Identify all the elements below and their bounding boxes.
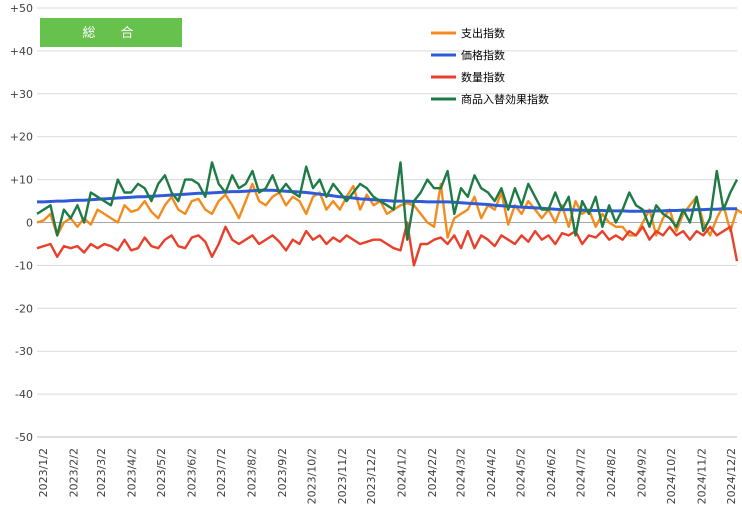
x-tick-label: 2023/8/2 xyxy=(245,448,258,497)
gridlines xyxy=(37,7,737,438)
x-tick-label: 2023/3/2 xyxy=(95,448,108,497)
title-box-background xyxy=(40,18,182,47)
x-tick-label: 2023/11/2 xyxy=(336,448,349,504)
x-tick-label: 2024/12/2 xyxy=(725,448,738,504)
y-tick-label: 0 xyxy=(26,217,33,230)
y-tick-label: -20 xyxy=(15,302,33,315)
x-tick-label: 2023/1/2 xyxy=(37,448,50,497)
legend-label: 商品入替効果指数 xyxy=(461,92,549,106)
series-line xyxy=(36,221,739,267)
series-line xyxy=(36,161,739,241)
y-tick-label: -40 xyxy=(15,388,33,401)
y-axis-ticks: +50 +40 +30 +20 +10 0 -10 -20 -30 -40 -50 xyxy=(10,2,33,444)
x-tick-label: 2024/6/2 xyxy=(545,448,558,497)
y-tick-label: +30 xyxy=(10,88,33,101)
x-tick-label: 2023/6/2 xyxy=(185,448,198,497)
y-tick-label: +10 xyxy=(10,174,33,187)
x-tick-label: 2024/10/2 xyxy=(665,448,678,504)
series-line xyxy=(37,188,737,213)
x-tick-label: 2023/7/2 xyxy=(215,448,228,497)
y-tick-label: +50 xyxy=(10,2,33,15)
x-tick-label: 2024/1/2 xyxy=(396,448,409,497)
y-tick-label: -30 xyxy=(15,345,33,358)
x-tick-label: 2024/11/2 xyxy=(695,448,708,504)
x-tick-label: 2024/3/2 xyxy=(455,448,468,497)
y-tick-label: +20 xyxy=(10,131,33,144)
x-tick-label: 2023/12/2 xyxy=(365,448,378,504)
y-tick-label: +40 xyxy=(10,45,33,58)
x-tick-label: 2024/8/2 xyxy=(605,448,618,497)
x-tick-label: 2023/2/2 xyxy=(67,448,80,497)
x-tick-label: 2024/5/2 xyxy=(515,448,528,497)
x-tick-label: 2024/9/2 xyxy=(636,448,649,497)
series-lines xyxy=(36,161,742,267)
x-tick-label: 2024/7/2 xyxy=(575,448,588,497)
legend-label: 支出指数 xyxy=(461,26,505,40)
legend-label: 価格指数 xyxy=(461,48,505,62)
title-box: 総 合 xyxy=(40,18,182,47)
x-tick-label: 2023/9/2 xyxy=(276,448,289,497)
x-tick-label: 2023/10/2 xyxy=(305,448,318,504)
x-tick-label: 2023/5/2 xyxy=(155,448,168,497)
y-tick-label: -10 xyxy=(15,259,33,272)
x-tick-label: 2024/4/2 xyxy=(485,448,498,497)
x-tick-label: 2023/4/2 xyxy=(125,448,138,497)
x-tick-label: 2024/2/2 xyxy=(426,448,439,497)
legend-label: 数量指数 xyxy=(461,70,505,84)
chart-title: 総 合 xyxy=(82,26,139,41)
x-axis-ticks: 2023/1/2 2023/2/2 2023/3/2 2023/4/2 2023/5/2… xyxy=(37,448,738,504)
y-tick-label: -50 xyxy=(15,431,33,444)
